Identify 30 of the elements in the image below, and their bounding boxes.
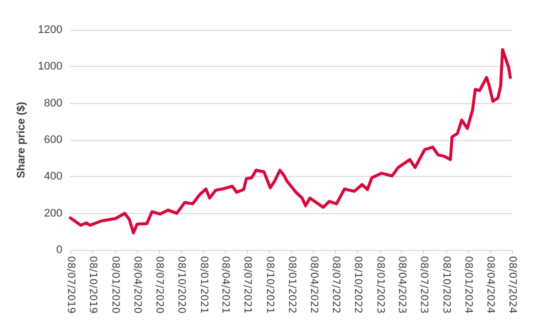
y-tick-label: 600: [44, 134, 62, 146]
line-series: [68, 48, 512, 234]
y-axis-title: Share price ($): [16, 101, 28, 178]
x-tick-label: 08/01/2024: [462, 256, 474, 314]
x-tick-label: 08/07/2022: [330, 256, 341, 314]
x-tick-label: 08/07/2021: [242, 256, 253, 314]
x-tick-label: 08/04/2021: [220, 256, 231, 314]
x-tick-label: 08/10/2019: [87, 256, 98, 314]
x-tick-label: 08/04/2020: [131, 256, 142, 314]
y-tick-label: 200: [44, 207, 62, 220]
x-tick-label: 08/10/2021: [264, 256, 275, 314]
y-tick-label: 0: [56, 244, 62, 256]
x-tick-label: 08/01/2020: [109, 256, 120, 314]
x-tick-label: 08/10/2020: [176, 256, 187, 314]
y-tick-label: 1000: [38, 60, 62, 73]
y-tick-label: 400: [44, 170, 62, 183]
y-tick-label: 800: [44, 97, 62, 110]
x-tick-label: 08/10/2023: [440, 256, 452, 314]
x-tick-label: 08/04/2022: [308, 256, 319, 314]
x-tick-label: 08/10/2022: [352, 256, 364, 314]
x-tick-label: 08/01/2023: [374, 256, 386, 314]
x-tick-label: 08/07/2019: [64, 256, 76, 314]
x-tick-label: 08/01/2021: [198, 256, 209, 314]
x-tick-label: 08/01/2022: [286, 256, 298, 314]
x-tick-label: 08/07/2023: [418, 256, 430, 314]
y-tick-label: 1200: [38, 24, 62, 36]
x-tick-label: 08/04/2024: [484, 256, 496, 314]
x-tick-label: 08/04/2023: [396, 256, 408, 314]
x-tick-label: 08/07/2024: [506, 256, 518, 314]
x-tick-label: 08/07/2020: [153, 256, 164, 314]
